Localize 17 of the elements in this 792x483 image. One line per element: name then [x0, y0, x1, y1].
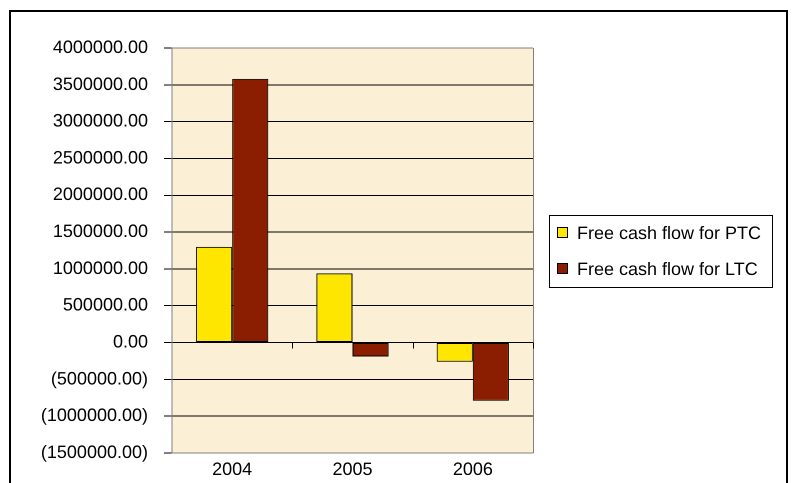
y-tick-label: 3000000.00	[52, 110, 148, 131]
legend-label: Free cash flow for LTC	[577, 258, 758, 279]
y-tick-label: (1000000.00)	[40, 405, 148, 426]
x-tick-label: 2005	[332, 458, 373, 479]
y-tick-label: 3500000.00	[52, 74, 148, 94]
x-tick-label: 2006	[452, 458, 493, 479]
y-tick-label: 2500000.00	[52, 147, 148, 168]
y-tick-label: 500000.00	[62, 294, 148, 315]
y-tick-label: (1500000.00)	[40, 442, 148, 462]
y-tick-label: 2000000.00	[52, 184, 148, 204]
y-tick-label: 0.00	[112, 332, 148, 352]
legend-label: Free cash flow for PTC	[577, 222, 762, 243]
x-tick-label: 2004	[212, 458, 252, 479]
y-tick-label: 4000000.00	[52, 36, 148, 57]
y-tick-label: 1500000.00	[52, 221, 148, 242]
y-tick-label: 1000000.00	[52, 258, 148, 278]
y-tick-label: (500000.00)	[50, 368, 148, 388]
